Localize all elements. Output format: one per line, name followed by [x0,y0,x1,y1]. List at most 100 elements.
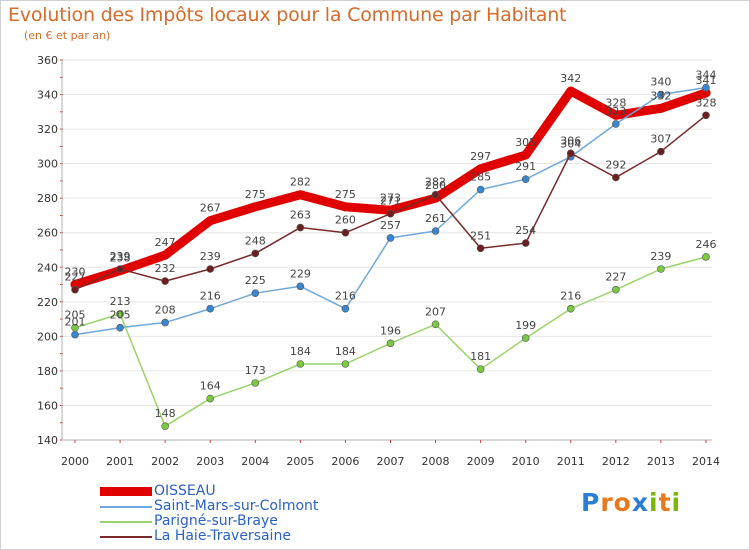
data-label: 181 [470,350,491,363]
legend-swatch [100,520,152,523]
data-label: 342 [560,72,581,85]
data-point [431,320,440,329]
data-label: 232 [155,262,176,275]
x-tick-label: 2004 [241,455,269,468]
data-point [206,394,215,403]
data-label: 184 [335,345,356,358]
data-label: 205 [110,309,131,322]
legend-label: OISSEAU [154,483,216,499]
legend-label: Saint-Mars-sur-Colmont [154,498,319,514]
data-point [116,265,124,273]
data-label: 251 [470,229,491,242]
data-label: 173 [245,364,266,377]
x-tick-label: 2002 [151,455,179,468]
data-label: 304 [560,138,581,151]
data-label: 267 [200,202,221,215]
x-tick-label: 2013 [647,455,675,468]
data-label: 332 [650,89,671,102]
y-tick-label: 180 [37,365,58,378]
data-point [206,265,215,273]
data-point [251,379,260,387]
data-label: 148 [155,407,176,420]
data-point [250,202,260,212]
data-label: 328 [695,96,716,109]
data-point [431,190,440,199]
data-point [657,90,665,99]
legend-item: OISSEAU [100,484,318,499]
x-tick-label: 2006 [331,455,359,468]
legend-swatch [100,487,152,496]
data-label: 260 [335,214,356,227]
data-point [71,330,79,339]
x-tick-label: 2012 [602,455,630,468]
data-point [161,422,169,430]
data-point [612,173,620,182]
x-tick-label: 2014 [692,455,720,468]
legend-label: Parigné-sur-Braye [154,513,278,529]
data-point [702,83,710,92]
data-label: 305 [515,136,536,149]
data-label: 271 [380,195,401,208]
data-point [657,147,665,156]
data-label: 213 [110,295,131,308]
data-point [612,285,620,294]
data-point [566,86,576,96]
data-label: 297 [470,150,491,163]
logo-letter: r [600,488,614,517]
data-point [296,360,305,368]
data-point [71,285,79,294]
x-tick-label: 2011 [557,455,585,468]
data-label: 282 [425,176,446,189]
data-point [476,185,485,194]
data-point [116,323,124,332]
data-point [521,175,530,183]
data-point [71,323,79,332]
data-point [161,277,169,285]
legend-label: La Haie-Traversaine [154,528,291,544]
data-point [251,289,260,297]
y-tick-label: 340 [37,89,58,102]
x-tick-label: 2008 [422,455,450,468]
data-label: 282 [290,176,311,189]
x-tick-label: 2009 [467,455,495,468]
data-point [566,149,575,158]
data-label: 307 [650,133,671,146]
data-label: 341 [695,74,716,87]
data-label: 230 [65,266,86,279]
data-point [341,360,350,368]
data-label: 280 [425,179,446,192]
data-point [476,365,485,373]
y-tick-label: 260 [37,227,58,240]
data-point [702,111,710,120]
x-tick-label: 2010 [512,455,540,468]
data-point [206,304,215,313]
logo-letter: i [671,488,682,517]
data-label: 273 [380,191,401,204]
data-point [161,318,169,327]
data-point [251,249,260,258]
data-point [656,103,666,113]
data-label: 344 [695,69,716,82]
data-label: 248 [245,234,266,247]
data-label: 205 [65,309,86,322]
data-label: 246 [695,238,716,251]
data-label: 291 [515,160,536,173]
chart-subtitle: (en € et par an) [24,29,111,42]
legend-swatch [100,505,152,508]
data-label: 225 [245,274,266,287]
data-label: 208 [155,304,176,317]
x-tick-label: 2003 [196,455,224,468]
data-point [612,120,620,128]
data-point [296,223,305,232]
data-label: 257 [380,219,401,232]
data-point [386,234,395,242]
data-point [295,190,305,200]
legend-item: Saint-Mars-sur-Colmont [100,499,318,514]
data-point [296,282,305,291]
y-tick-label: 300 [37,158,58,171]
data-label: 323 [605,105,626,118]
data-point [386,339,395,348]
y-tick-label: 360 [37,54,58,67]
data-point [386,209,395,218]
